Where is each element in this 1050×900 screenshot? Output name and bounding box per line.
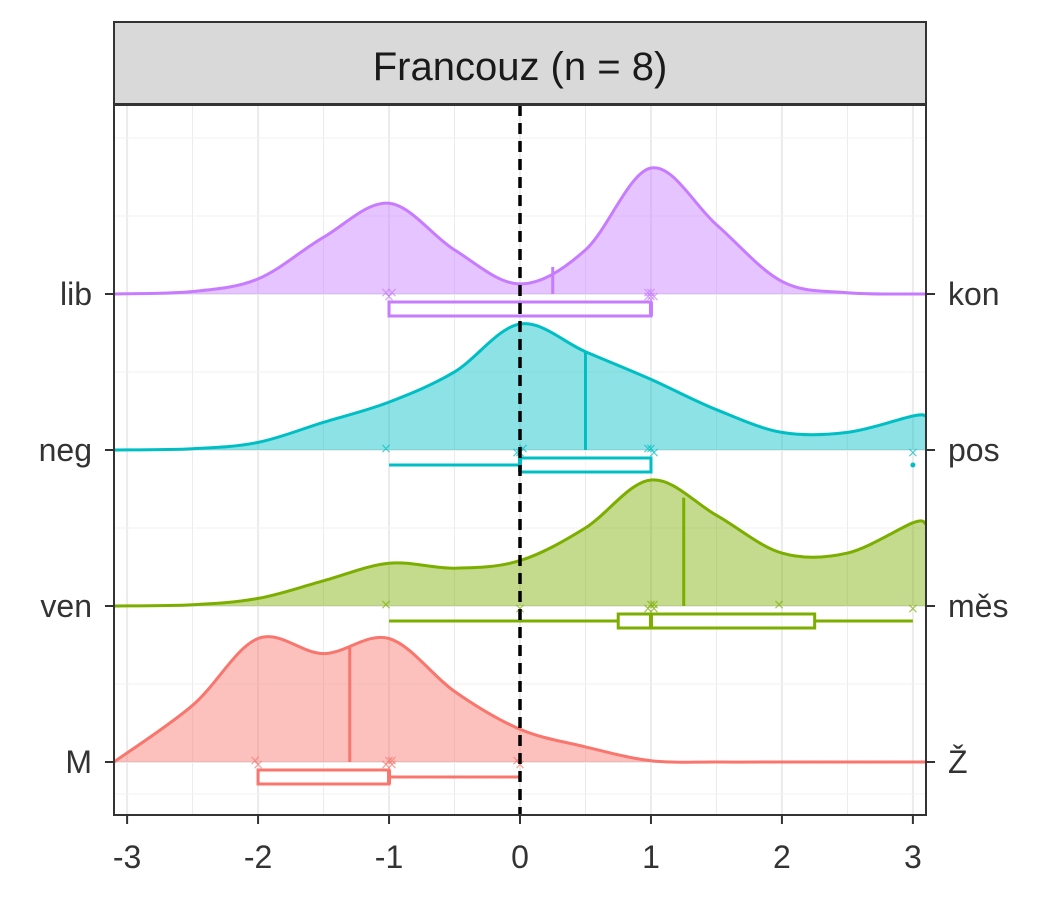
right-category-label: Ž <box>948 744 968 780</box>
data-point: × <box>645 597 657 613</box>
data-point: × <box>383 753 395 769</box>
data-point: × <box>642 601 654 617</box>
data-point: × <box>645 285 657 301</box>
series-ven: ×××××××× <box>113 478 927 630</box>
left-category-label: lib <box>60 276 92 312</box>
data-point: × <box>642 289 654 305</box>
data-point: × <box>511 445 523 461</box>
box-iqr <box>518 456 653 474</box>
data-point: × <box>386 757 398 773</box>
series-layer: ×××××××××××××××××××××××××××××××× <box>113 166 927 786</box>
x-tick-label: 0 <box>511 839 529 875</box>
data-point: × <box>648 445 660 461</box>
data-point: × <box>386 285 398 301</box>
density-area <box>114 636 926 763</box>
density-area <box>114 167 926 295</box>
data-point: × <box>383 289 395 305</box>
data-point: × <box>648 597 660 613</box>
x-tick-label: -3 <box>113 839 141 875</box>
left-category-label: M <box>65 744 92 780</box>
data-point: × <box>642 285 654 301</box>
series-lib: ××× ××××× <box>113 166 927 318</box>
data-point: × <box>249 753 261 769</box>
axes: -3 -2 -1 0 1 2 3 lib kon neg pos ven měs M Ž <box>39 276 1009 875</box>
x-tick-label: 2 <box>773 839 791 875</box>
data-point: × <box>907 601 919 617</box>
data-point: × <box>380 285 392 301</box>
right-category-label: kon <box>948 276 1000 312</box>
data-point: × <box>642 441 654 457</box>
density-area <box>114 323 926 450</box>
data-point: × <box>517 441 529 457</box>
data-point: × <box>645 441 657 457</box>
x-tick-label: -2 <box>244 839 272 875</box>
x-tick-label: -1 <box>375 839 403 875</box>
strip-background <box>113 21 927 105</box>
data-point: × <box>380 597 392 613</box>
right-category-label: měs <box>948 588 1008 624</box>
data-point: × <box>511 753 523 769</box>
data-point: × <box>648 601 660 617</box>
density-line <box>113 635 926 764</box>
data-point: × <box>380 441 392 457</box>
data-point: × <box>773 597 785 613</box>
series-M: ×× ×××× ×× <box>113 635 926 786</box>
box-iqr <box>256 768 391 786</box>
density-line <box>113 166 927 296</box>
chart-title: Francouz (n = 8) <box>373 45 668 89</box>
density-line <box>113 478 927 608</box>
right-category-label: pos <box>948 432 1000 468</box>
data-point: × <box>386 753 398 769</box>
data-point: × <box>648 289 660 305</box>
data-point: × <box>514 757 526 773</box>
box-outlier <box>910 462 916 468</box>
x-tick-label: 3 <box>904 839 922 875</box>
left-category-label: neg <box>39 432 92 468</box>
density-area <box>114 479 926 606</box>
data-point: × <box>380 757 392 773</box>
data-point: × <box>645 289 657 305</box>
data-point: × <box>907 445 919 461</box>
left-category-label: ven <box>40 588 92 624</box>
data-point: × <box>252 757 264 773</box>
box-iqr <box>616 612 817 630</box>
density-line <box>113 322 927 452</box>
series-neg: ×××××××× <box>113 322 927 474</box>
x-tick-label: 1 <box>642 839 660 875</box>
